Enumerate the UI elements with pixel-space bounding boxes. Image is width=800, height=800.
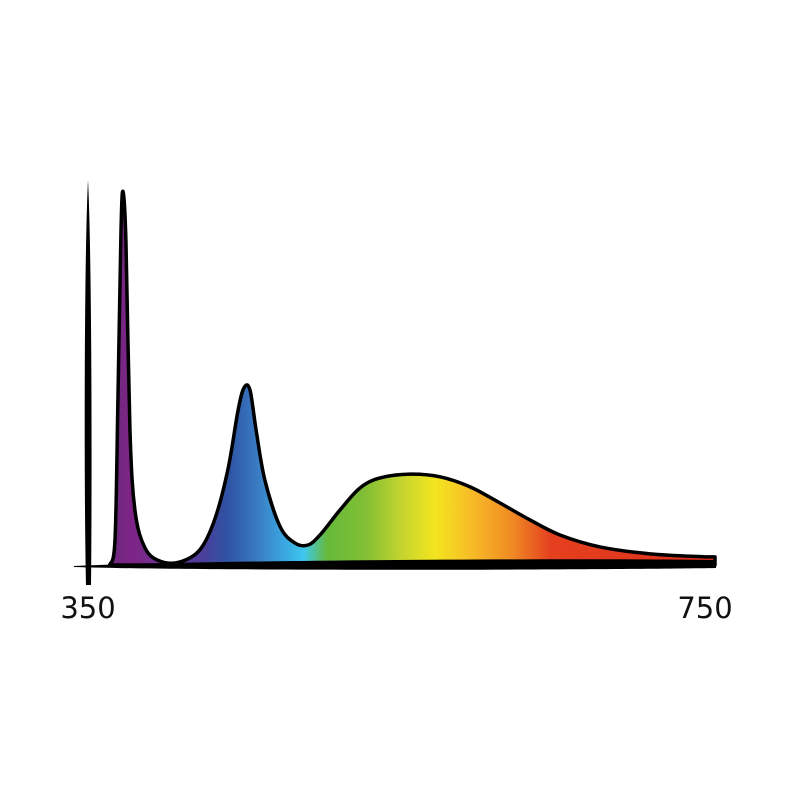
y-axis-line xyxy=(84,180,92,585)
x-tick-label-750: 750 xyxy=(677,591,732,625)
x-axis-line xyxy=(74,559,716,570)
spectrum-area xyxy=(107,189,717,567)
x-tick-label-350: 350 xyxy=(60,591,115,625)
